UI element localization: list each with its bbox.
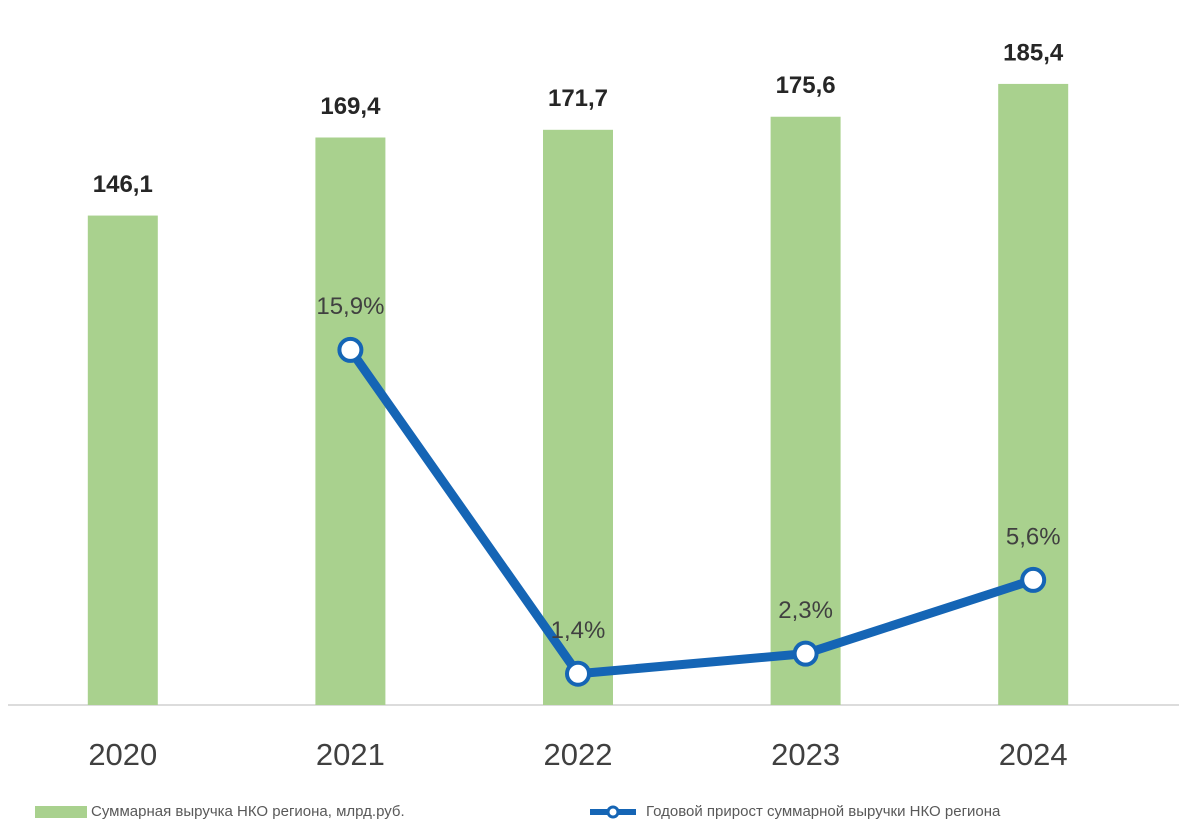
legend-label: Годовой прирост суммарной выручки НКО ре… — [646, 803, 1001, 820]
data-label: 175,6 — [776, 72, 836, 99]
bar — [315, 138, 385, 705]
data-label: 2,3% — [778, 597, 833, 624]
line-marker — [1022, 569, 1044, 591]
data-label: 169,4 — [320, 93, 381, 120]
bar — [88, 216, 158, 705]
data-label: 171,7 — [548, 85, 608, 112]
x-tick-label: 2020 — [88, 737, 157, 772]
data-label: 146,1 — [93, 171, 153, 198]
line-marker — [567, 663, 589, 685]
page: 2020 2021 2022 2023 2024 146,1 169,4 171,7 175,6… — [0, 0, 1179, 823]
line — [350, 350, 1033, 674]
line-marker — [795, 643, 817, 665]
x-tick-label: 2021 — [316, 737, 385, 772]
x-tick-label: 2023 — [771, 737, 840, 772]
line-marker — [339, 339, 361, 361]
bar — [998, 84, 1068, 705]
data-label: 1,4% — [551, 617, 606, 644]
x-tick-label: 2022 — [544, 737, 613, 772]
chart: 2020 2021 2022 2023 2024 146,1 169,4 171,7 175,6… — [0, 0, 1179, 823]
x-tick-label: 2024 — [999, 737, 1068, 772]
data-label: 15,9% — [316, 293, 384, 320]
legend-label: Суммарная выручка НКО региона, млрд.руб. — [91, 803, 405, 820]
data-label: 185,4 — [1003, 39, 1064, 66]
legend-swatch — [35, 806, 87, 818]
data-label: 5,6% — [1006, 523, 1061, 550]
legend-swatch-marker — [608, 807, 618, 817]
